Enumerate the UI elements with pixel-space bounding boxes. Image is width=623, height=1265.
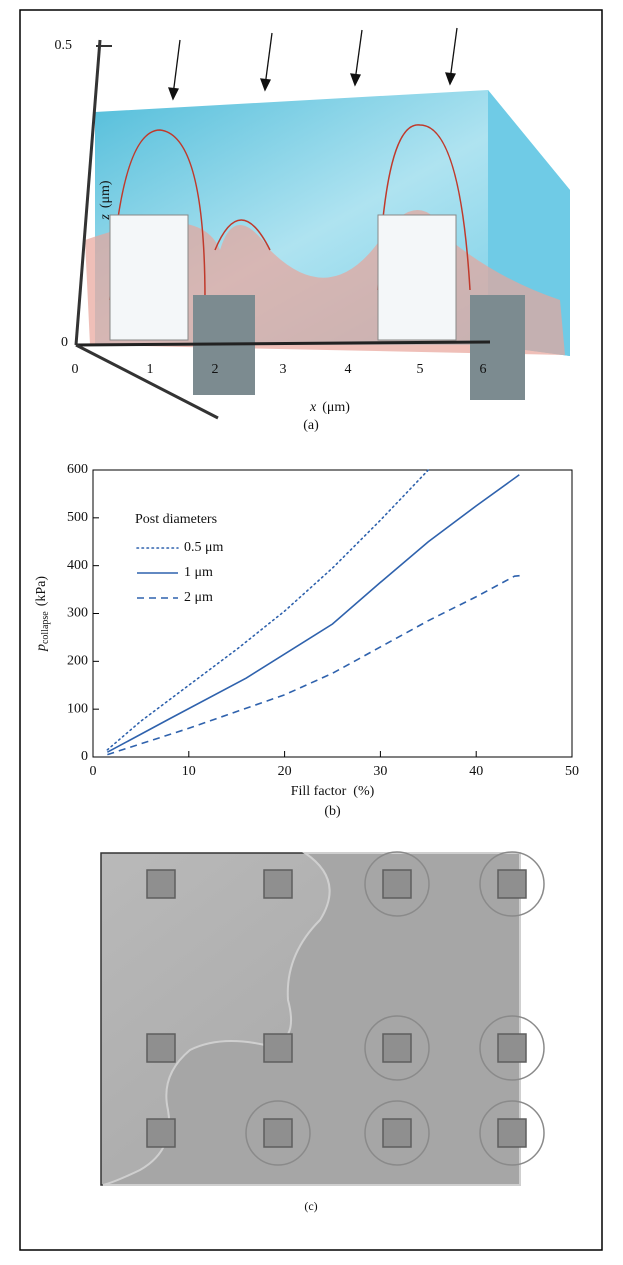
series-line	[106, 469, 430, 751]
panel-b: 0 100 200 300 400 500 600 0 10 20 30 40 50 Fill facto…	[34, 462, 579, 819]
legend-title: Post diameters	[135, 512, 217, 527]
arrows	[168, 27, 458, 101]
x-unit: (μm)	[322, 400, 350, 415]
y-axis	[75, 343, 219, 420]
caption: (a)	[303, 418, 319, 433]
panel-a: 0.5 0 z (μm) 0 1 2 3 4 5 6 x (μm) (a)	[55, 27, 570, 433]
post-base	[470, 295, 525, 400]
y-tick-label: 200	[67, 654, 88, 669]
y-tick-label: 300	[67, 606, 88, 621]
x-tick-label: 4	[345, 362, 352, 377]
x-tick-label: 5	[417, 362, 424, 377]
x-tick-label: 20	[278, 764, 292, 779]
z-var: z	[98, 214, 113, 221]
y-label-symbol: p	[34, 644, 49, 652]
wetted-region	[102, 852, 521, 1186]
legend-label: 2 μm	[184, 590, 213, 605]
z-axis-label: z (μm)	[98, 180, 113, 221]
x-tick-label: 6	[480, 362, 487, 377]
panel-c: (c)	[100, 851, 545, 1213]
x-axis-label: Fill factor (%)	[291, 784, 375, 799]
x-tick-label: 1	[147, 362, 154, 377]
y-label-subscript: collapse	[40, 611, 51, 644]
y-tick-label: 600	[67, 462, 88, 477]
figure-frame	[19, 9, 603, 1251]
post	[377, 214, 457, 341]
legend-label: 1 μm	[184, 565, 213, 580]
x-tick-label: 40	[469, 764, 483, 779]
x-tick-label: 3	[280, 362, 287, 377]
y-tick-label: 500	[67, 510, 88, 525]
x-tick-label: 10	[182, 764, 196, 779]
caption: (b)	[324, 804, 341, 819]
series-line	[106, 474, 520, 753]
posts	[146, 869, 527, 1148]
x-tick-label: 0	[72, 362, 79, 377]
series-line	[107, 574, 525, 756]
mesh-bump	[214, 219, 271, 251]
z-tick-label: 0.5	[55, 38, 73, 53]
x-axis-label: x (μm)	[309, 400, 350, 415]
mesh-bump	[109, 129, 206, 301]
legend-label: 0.5 μm	[184, 540, 224, 555]
x-tick-label: 0	[90, 764, 97, 779]
x-tick-label: 30	[373, 764, 387, 779]
menisci	[245, 851, 545, 1166]
caption: (c)	[304, 1199, 317, 1213]
y-tick-label: 0	[81, 749, 88, 764]
mesh-bump	[377, 124, 471, 291]
x-tick-label: 50	[565, 764, 579, 779]
z-unit: (μm)	[98, 180, 113, 208]
y-label-unit: (kPa)	[34, 576, 49, 607]
z-axis	[74, 39, 102, 346]
y-axis-label: pcollapse (kPa)	[34, 576, 51, 652]
y-tick-label: 400	[67, 558, 88, 573]
z-tick-label: 0	[61, 335, 68, 350]
x-tick-label: 2	[212, 362, 219, 377]
x-var: x	[309, 400, 317, 415]
y-tick-label: 100	[67, 701, 88, 716]
x-axis	[75, 340, 491, 347]
post	[109, 214, 189, 341]
x-ticks: 0 1 2 3 4 5 6	[72, 362, 487, 377]
